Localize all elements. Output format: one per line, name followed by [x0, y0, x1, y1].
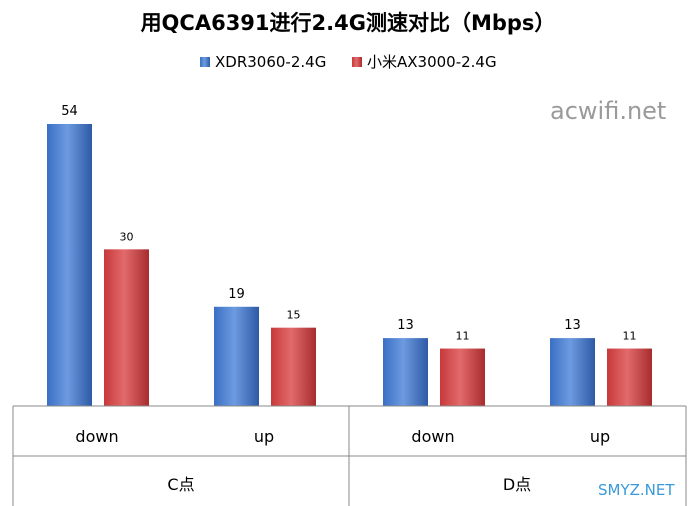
legend-label-series-2: 小米AX3000-2.4G — [367, 53, 497, 71]
data-label-series-2-c-up: 15 — [287, 309, 301, 322]
bar-series-1-d-down — [383, 338, 428, 406]
tick-label-d-down: down — [411, 427, 454, 446]
tick-label-c-down: down — [75, 427, 118, 446]
legend-swatch-series-2 — [352, 57, 362, 67]
data-label-series-2-d-up: 11 — [623, 330, 637, 343]
data-label-series-2-d-down: 11 — [456, 330, 470, 343]
legend-label-series-1: XDR3060-2.4G — [215, 53, 326, 71]
bar-series-1-c-down — [47, 124, 92, 406]
category-axis: down up down up C点 D点 — [12, 405, 687, 506]
bar-series-1-d-up — [550, 338, 595, 406]
bar-series-1-c-up — [214, 306, 259, 406]
legend-swatch-series-1 — [200, 57, 210, 67]
data-label-series-1-d-up: 13 — [564, 318, 581, 333]
tick-label-d-up: up — [590, 427, 610, 446]
watermark-top: acwifi.net — [550, 97, 666, 125]
group-label-c: C点 — [167, 475, 194, 494]
data-label-series-1-d-down: 13 — [397, 318, 414, 333]
data-label-series-1-c-down: 54 — [61, 104, 78, 119]
legend: XDR3060-2.4G 小米AX3000-2.4G — [200, 53, 497, 71]
plot-area: 54 19 13 13 30 15 11 11 — [47, 104, 652, 406]
data-label-series-2-c-down: 30 — [120, 230, 134, 243]
tick-label-c-up: up — [254, 427, 274, 446]
bar-series-2-c-up — [271, 327, 316, 406]
bar-series-2-d-up — [607, 348, 652, 406]
bar-series-2-d-down — [440, 348, 485, 406]
watermark-bottom: SMYZ.NET — [598, 481, 675, 499]
chart-title: 用QCA6391进行2.4G测速对比（Mbps） — [141, 11, 556, 35]
bar-series-2-c-down — [104, 249, 149, 406]
group-label-d: D点 — [503, 475, 531, 494]
data-label-series-1-c-up: 19 — [228, 287, 245, 302]
